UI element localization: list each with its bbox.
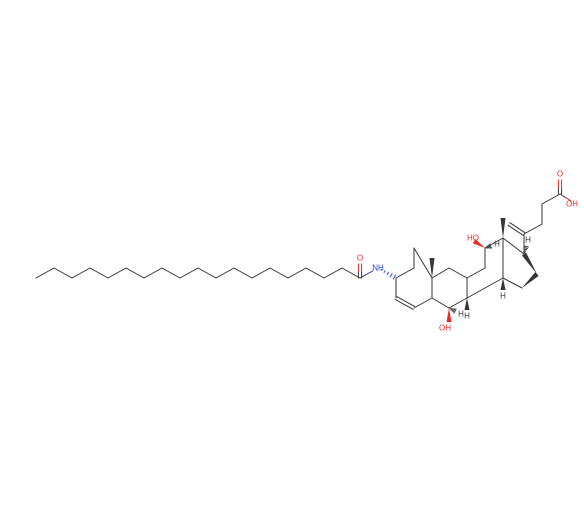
svg-text:O: O <box>557 170 563 179</box>
svg-text:H: H <box>464 312 470 321</box>
svg-text:H: H <box>500 292 506 301</box>
svg-text:NH: NH <box>372 264 384 273</box>
svg-text:HO: HO <box>467 234 479 243</box>
svg-text:OH: OH <box>439 324 451 333</box>
molecule-canvas: { "molecule": { "type": "chemical-struct… <box>0 0 584 530</box>
molecule-svg: ONHOHHHHOHHHOOH <box>0 0 584 530</box>
svg-text:OH: OH <box>566 200 578 209</box>
svg-text:O: O <box>357 254 363 263</box>
svg-text:H: H <box>494 240 500 249</box>
svg-text:H: H <box>525 236 531 245</box>
